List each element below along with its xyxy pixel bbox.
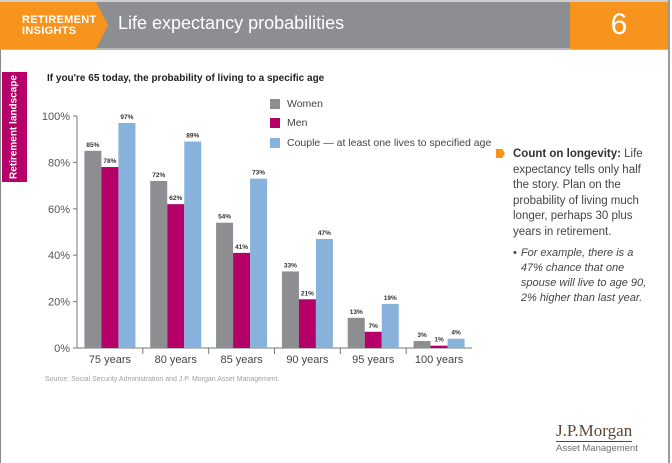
data-label: 62%: [169, 195, 182, 202]
data-label: 3%: [417, 332, 427, 339]
bar-women: [150, 180, 168, 348]
data-label: 1%: [434, 337, 444, 344]
callout-body: Life expectancy tells only half the stor…: [513, 148, 643, 238]
x-category-label: 95 years: [352, 354, 395, 366]
legend-swatch-couple: [270, 137, 280, 148]
data-label: 33%: [284, 262, 297, 269]
data-label: 13%: [350, 309, 363, 316]
chart-legend: Women Men Couple — at least one lives to…: [270, 94, 491, 153]
x-category-label: 75 years: [89, 354, 132, 366]
bar-men: [298, 299, 316, 348]
legend-label-women: Women: [287, 97, 323, 110]
data-label: 89%: [186, 133, 199, 140]
data-label: 97%: [120, 114, 133, 121]
bar-couple: [381, 303, 399, 348]
x-category-label: 80 years: [155, 354, 198, 366]
data-label: 54%: [218, 214, 231, 221]
bar-men: [430, 345, 448, 348]
data-label: 73%: [252, 170, 265, 177]
chart-title: If you're 65 today, the probability of l…: [47, 73, 325, 84]
y-tick-label: 60%: [48, 204, 70, 216]
page-number-box: 6: [570, 2, 668, 49]
retirement-insights-badge: RETIREMENT INSIGHTS: [0, 2, 108, 49]
badge-line-2: INSIGHTS: [22, 25, 77, 37]
y-tick-label: 100%: [42, 111, 70, 123]
logo-name: J.P.Morgan: [556, 421, 633, 442]
data-label: 78%: [103, 158, 116, 165]
bar-women: [216, 222, 234, 348]
data-label: 85%: [86, 142, 99, 149]
bar-men: [364, 331, 382, 348]
data-label: 72%: [152, 172, 165, 179]
header-bar: [0, 2, 668, 49]
legend-swatch-men: [270, 118, 280, 129]
y-tick-label: 20%: [48, 297, 70, 309]
legend-label-couple: Couple — at least one lives to specified…: [287, 136, 492, 149]
data-label: 7%: [369, 323, 379, 330]
bar-couple: [315, 238, 333, 348]
x-category-label: 90 years: [286, 354, 329, 366]
page-title: Life expectancy probabilities: [118, 13, 345, 33]
data-label: 19%: [384, 295, 397, 302]
callout-marker-icon: [496, 149, 505, 158]
callout-bullet-text: For example, there is a 47% chance that …: [520, 247, 647, 304]
x-category-label: 85 years: [220, 354, 263, 366]
y-tick-label: 0%: [54, 343, 70, 355]
bar-men: [233, 252, 251, 348]
data-label: 41%: [235, 244, 248, 251]
bar-couple: [250, 178, 268, 348]
bar-couple: [184, 141, 202, 348]
y-tick-label: 80%: [48, 157, 70, 169]
bar-women: [84, 150, 102, 348]
page-number: 6: [610, 8, 628, 41]
jpmorgan-logo: J.P.Morgan Asset Management: [556, 422, 638, 454]
legend-label-men: Men: [287, 117, 308, 130]
section-tab: [2, 72, 27, 182]
bar-couple: [118, 122, 136, 349]
bullet-icon: •: [513, 247, 517, 259]
logo-subtitle: Asset Management: [556, 443, 638, 454]
badge-line-1: RETIREMENT: [22, 14, 97, 26]
x-category-label: 100 years: [415, 354, 464, 366]
data-label: 47%: [318, 230, 331, 237]
data-label: 4%: [451, 330, 461, 337]
callout-text: Count on longevity: Life expectancy tell…: [513, 147, 656, 240]
callout-bullet: • For example, there is a 47% chance tha…: [513, 246, 656, 306]
bar-women: [281, 271, 299, 348]
callout-heading: Count on longevity:: [513, 148, 621, 160]
data-label: 21%: [301, 290, 314, 297]
bar-men: [167, 204, 185, 348]
bar-women: [347, 317, 365, 348]
y-tick-label: 40%: [48, 250, 70, 262]
frame-right-border: [668, 0, 670, 463]
frame-left-border: [0, 49, 1, 463]
legend-swatch-women: [270, 98, 280, 109]
longevity-callout: Count on longevity: Life expectancy tell…: [496, 147, 656, 306]
bar-couple: [447, 338, 465, 348]
bar-men: [101, 167, 119, 348]
bar-women: [413, 341, 431, 348]
source-note: Source: Social Security Administration a…: [45, 376, 280, 383]
header-divider: [0, 48, 668, 50]
legend-item-men: Men: [270, 114, 491, 134]
legend-item-women: Women: [270, 94, 491, 114]
legend-item-couple: Couple — at least one lives to specified…: [270, 133, 491, 153]
frame-top-border: [0, 0, 670, 2]
